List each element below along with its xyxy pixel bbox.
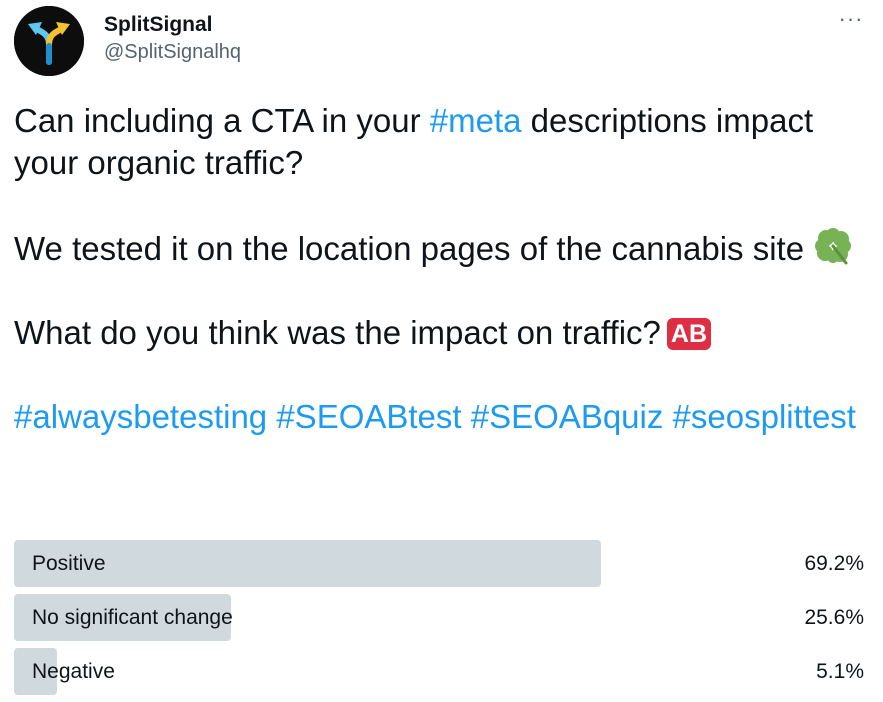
tweet-paragraph-3: What do you think was the impact on traf…	[14, 312, 876, 354]
author-name[interactable]: SplitSignal	[104, 13, 213, 36]
author-handle[interactable]: @SplitSignalhq	[104, 41, 242, 63]
author-info[interactable]: SplitSignal @SplitSignalhq	[104, 12, 241, 65]
tweet-paragraph-2: We tested it on the location pages of th…	[14, 226, 876, 270]
poll-option-positive: Positive 69.2%	[14, 540, 864, 587]
tweet-text: Can including a CTA in your #meta descri…	[14, 100, 876, 438]
avatar[interactable]	[14, 6, 84, 76]
hashtag-meta[interactable]: #meta	[429, 102, 522, 139]
poll-option-label: Negative	[32, 660, 115, 683]
hashtag-alwaysbetesting[interactable]: #alwaysbetesting	[14, 398, 268, 435]
poll-option-no-significant-change: No significant change 25.6%	[14, 594, 864, 641]
hashtag-seoabtest[interactable]: #SEOABtest	[276, 398, 462, 435]
poll-bar	[14, 648, 58, 695]
tweet-header: SplitSignal @SplitSignalhq ···	[14, 6, 870, 78]
hashtag-seoabquiz[interactable]: #SEOABquiz	[470, 398, 664, 435]
poll-option-percent: 5.1%	[816, 660, 864, 683]
more-horizontal-icon[interactable]: ···	[838, 6, 864, 31]
hashtag-seosplittest[interactable]: #seosplittest	[672, 398, 856, 435]
tweet-hashtags: #alwaysbetesting #SEOABtest #SEOABquiz #…	[14, 396, 876, 438]
ab-button-icon: AB	[666, 318, 711, 350]
poll-option-label: Positive	[32, 552, 106, 575]
poll-option-percent: 25.6%	[804, 606, 864, 629]
poll-bar	[14, 540, 601, 587]
four-leaf-clover-icon	[815, 228, 852, 265]
poll-bar	[14, 594, 232, 641]
poll-option-negative: Negative 5.1%	[14, 648, 864, 695]
poll: Positive 69.2% No significant change 25.…	[14, 540, 864, 702]
poll-option-percent: 69.2%	[804, 552, 864, 575]
splitsignal-logo-icon	[14, 6, 84, 76]
tweet-paragraph-1: Can including a CTA in your #meta descri…	[14, 102, 814, 181]
poll-option-label: No significant change	[32, 606, 233, 629]
